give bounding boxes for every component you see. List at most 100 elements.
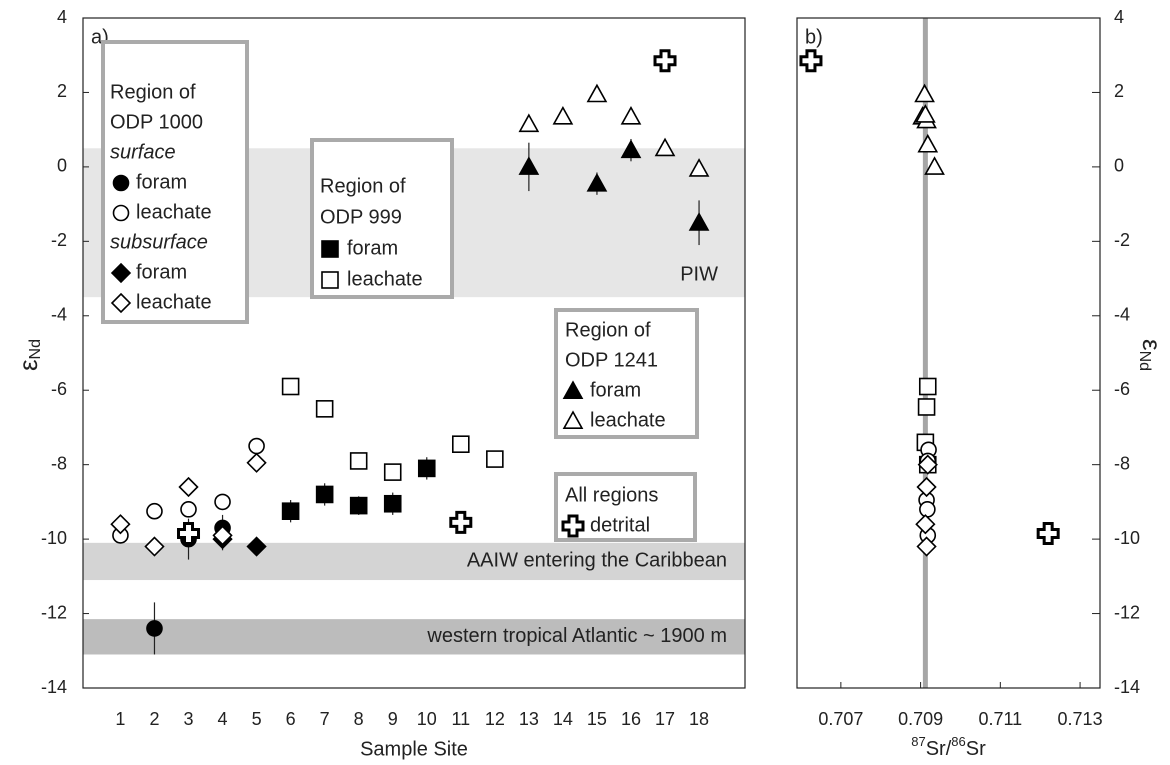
band [83, 542, 745, 581]
data-point [552, 105, 574, 125]
y-tick-label: -4 [1114, 305, 1130, 325]
data-point [586, 172, 608, 192]
data-point [315, 485, 334, 504]
data-point [246, 536, 267, 557]
legend-title: Region of [110, 81, 196, 103]
legend-label: foram [136, 171, 187, 193]
y-tick-label: -10 [41, 528, 67, 548]
band-label: AAIW entering the Caribbean [467, 550, 727, 572]
legend-title: Region of [320, 175, 406, 197]
x-tick-label: 17 [655, 709, 675, 729]
legend-title: Region of [565, 319, 651, 341]
y-axis-label-main: ε [1137, 339, 1167, 351]
data-point [349, 496, 368, 515]
data-point [916, 476, 937, 498]
band [83, 619, 745, 655]
legend-title: All regions [565, 484, 658, 506]
data-point [110, 514, 131, 535]
legend-label: leachate [136, 291, 212, 313]
data-point [688, 212, 710, 231]
data-point [799, 49, 823, 73]
data-point [214, 493, 231, 511]
data-point [919, 501, 936, 518]
legend-marker [321, 271, 339, 289]
data-point [417, 459, 436, 478]
data-point [383, 463, 402, 481]
data-point [383, 494, 402, 513]
data-point [914, 83, 935, 103]
legend-marker [112, 204, 130, 222]
data-point [916, 536, 937, 557]
y-tick-label: -2 [1114, 230, 1130, 250]
data-point [212, 525, 233, 546]
legend-marker [110, 292, 132, 314]
legend-marker [112, 174, 130, 192]
x-axis-label-part: 87 [911, 734, 925, 749]
legend-box [310, 138, 454, 299]
x-tick-label: 0.713 [1058, 709, 1103, 729]
y-tick-label: -12 [41, 602, 67, 622]
x-tick-label: 8 [354, 709, 364, 729]
data-point [924, 156, 945, 175]
x-tick-label: 13 [519, 709, 539, 729]
x-tick-label: 0.709 [898, 709, 943, 729]
data-point [349, 452, 368, 470]
y-tick-label: -14 [1114, 677, 1140, 697]
data-point [915, 514, 936, 535]
data-point [177, 522, 201, 546]
data-point [451, 435, 470, 453]
y-tick-label: 2 [57, 81, 67, 101]
y-axis-label-main: ε [13, 359, 43, 371]
legend-section: subsurface [110, 231, 208, 253]
x-tick-label: 18 [689, 709, 709, 729]
x-tick-label: 7 [320, 709, 330, 729]
data-point [281, 377, 300, 396]
y-tick-label: -6 [1114, 379, 1130, 399]
x-tick-label: 1 [115, 709, 125, 729]
x-tick-label: 3 [184, 709, 194, 729]
legend-label: leachate [347, 268, 423, 290]
data-point [586, 83, 608, 103]
x-tick-label: 6 [286, 709, 296, 729]
y-tick-label: -12 [1114, 602, 1140, 622]
y-tick-label: -2 [51, 230, 67, 250]
y-tick-label: -6 [51, 379, 67, 399]
y-axis-label: εNd [1136, 339, 1167, 371]
data-point [449, 510, 473, 534]
legend-title: ODP 1000 [110, 111, 203, 133]
y-axis-label-sub: Nd [1136, 351, 1153, 371]
data-point [144, 536, 165, 557]
x-axis-label-part: Sr/ [926, 738, 952, 760]
y-tick-label: -14 [41, 677, 67, 697]
x-tick-label: 0.711 [978, 709, 1022, 729]
legend-marker [561, 514, 585, 538]
data-point [486, 450, 504, 468]
y-tick-label: -4 [51, 305, 67, 325]
plot-frame [82, 17, 746, 689]
data-point [518, 156, 540, 175]
plot-frame [796, 17, 1101, 689]
data-point [180, 501, 197, 518]
data-point [248, 437, 265, 455]
y-tick-label: 2 [1114, 81, 1124, 101]
x-axis-label-part: 86 [951, 734, 965, 749]
x-tick-label: 9 [388, 709, 398, 729]
data-point [518, 113, 540, 133]
legend-label: leachate [590, 409, 666, 431]
legend-label: foram [136, 261, 187, 283]
y-tick-label: 0 [1114, 156, 1124, 176]
x-tick-label: 5 [252, 709, 262, 729]
data-point [146, 502, 163, 520]
data-point [1036, 522, 1060, 546]
x-tick-label: 10 [417, 709, 437, 729]
legend-label: detrital [590, 514, 650, 536]
legend-title: ODP 999 [320, 206, 402, 228]
y-tick-label: 0 [57, 156, 67, 176]
panel-label: b) [805, 26, 823, 48]
y-tick-label: 4 [57, 7, 67, 27]
data-point [917, 454, 938, 475]
y-axis-label-sub: Nd [27, 339, 44, 359]
x-axis-label-part: Sr [966, 738, 986, 760]
